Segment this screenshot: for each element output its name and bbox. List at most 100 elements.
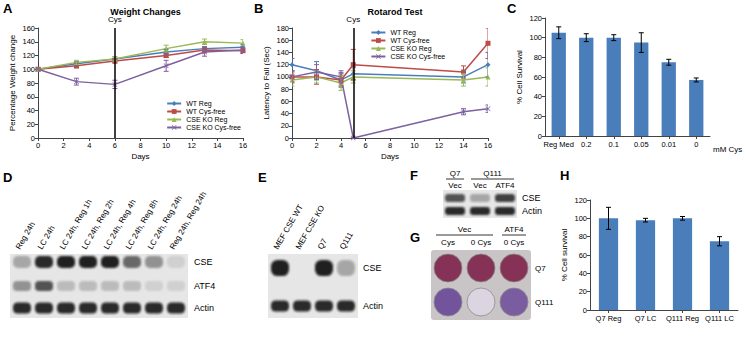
- svg-text:60: 60: [281, 97, 289, 106]
- svg-text:16: 16: [484, 141, 492, 150]
- svg-text:WT Reg: WT Reg: [390, 29, 416, 37]
- svg-text:ATF4: ATF4: [496, 181, 516, 190]
- svg-text:60: 60: [27, 92, 35, 101]
- svg-text:Reg 24h: Reg 24h: [14, 220, 37, 251]
- svg-text:Q7 Reg: Q7 Reg: [596, 314, 622, 323]
- svg-text:Latency to Fall (Sec): Latency to Fall (Sec): [262, 46, 271, 120]
- svg-text:C: C: [507, 1, 517, 16]
- svg-text:Vec: Vec: [473, 181, 486, 190]
- svg-text:80: 80: [579, 232, 587, 241]
- svg-text:Days: Days: [381, 152, 399, 161]
- svg-text:0.2: 0.2: [581, 140, 591, 149]
- svg-text:4: 4: [87, 141, 91, 150]
- svg-text:Q111: Q111: [338, 230, 355, 251]
- svg-text:0: 0: [285, 134, 289, 143]
- svg-text:6: 6: [363, 141, 367, 150]
- svg-text:8: 8: [138, 141, 142, 150]
- svg-text:0: 0: [31, 134, 35, 143]
- svg-text:CSE: CSE: [363, 263, 382, 273]
- svg-text:mM Cys: mM Cys: [713, 145, 742, 154]
- svg-text:180: 180: [276, 24, 289, 33]
- svg-text:40: 40: [27, 106, 35, 115]
- svg-text:Vec: Vec: [448, 181, 461, 190]
- svg-text:Reg 24h, Reg 24h: Reg 24h, Reg 24h: [168, 190, 208, 251]
- svg-text:100: 100: [529, 33, 542, 42]
- svg-text:Vec: Vec: [458, 225, 471, 234]
- svg-text:20: 20: [281, 121, 289, 130]
- svg-text:120: 120: [22, 51, 35, 60]
- svg-text:80: 80: [27, 79, 35, 88]
- svg-text:Q111: Q111: [483, 169, 502, 178]
- svg-text:Rotarod Test: Rotarod Test: [368, 7, 423, 17]
- svg-text:140: 140: [22, 37, 35, 46]
- svg-text:10: 10: [410, 141, 418, 150]
- svg-text:40: 40: [579, 269, 587, 278]
- svg-text:60: 60: [579, 251, 587, 260]
- svg-text:160: 160: [22, 24, 35, 33]
- svg-text:16: 16: [239, 141, 247, 150]
- svg-text:Actin: Actin: [522, 206, 542, 216]
- svg-text:100: 100: [276, 72, 289, 81]
- svg-text:WT Cys-free: WT Cys-free: [186, 108, 225, 116]
- svg-text:80: 80: [534, 53, 542, 62]
- svg-text:Reg Med: Reg Med: [544, 140, 574, 149]
- svg-text:0.05: 0.05: [634, 140, 649, 149]
- svg-text:14: 14: [459, 141, 467, 150]
- svg-text:F: F: [410, 168, 418, 183]
- svg-text:100: 100: [22, 65, 35, 74]
- svg-text:140: 140: [276, 48, 289, 57]
- svg-text:WT Cys-free: WT Cys-free: [390, 37, 429, 45]
- svg-text:ATF4: ATF4: [505, 225, 525, 234]
- svg-text:0.01: 0.01: [661, 140, 676, 149]
- svg-text:% Cell survival: % Cell survival: [560, 229, 569, 282]
- svg-text:Q111: Q111: [535, 298, 554, 307]
- svg-text:0 Cys: 0 Cys: [471, 238, 491, 247]
- svg-text:CSE KO Reg: CSE KO Reg: [186, 116, 227, 124]
- svg-text:100: 100: [574, 214, 587, 223]
- svg-text:12: 12: [188, 141, 196, 150]
- svg-text:Percentage Weight change: Percentage Weight change: [8, 34, 17, 131]
- svg-text:CSE: CSE: [194, 257, 213, 267]
- svg-text:Q111 Reg: Q111 Reg: [666, 314, 699, 323]
- svg-text:H: H: [560, 168, 569, 183]
- svg-text:20: 20: [534, 112, 542, 121]
- svg-text:CSE: CSE: [522, 193, 541, 203]
- svg-text:Actin: Actin: [363, 301, 383, 311]
- svg-text:CSE KO Cys-free: CSE KO Cys-free: [390, 53, 445, 61]
- svg-text:LC 24h: LC 24h: [36, 224, 57, 251]
- svg-text:6: 6: [113, 141, 117, 150]
- svg-text:Q7: Q7: [450, 169, 461, 178]
- svg-text:Q7: Q7: [316, 237, 329, 251]
- svg-text:160: 160: [276, 36, 289, 45]
- svg-text:Days: Days: [131, 152, 149, 161]
- svg-text:Q7: Q7: [535, 264, 546, 273]
- svg-text:% Cell Survival: % Cell Survival: [515, 50, 524, 104]
- svg-text:0.1: 0.1: [609, 140, 619, 149]
- svg-text:CSE KO Cys-free: CSE KO Cys-free: [186, 124, 241, 132]
- svg-text:Cys: Cys: [441, 238, 455, 247]
- svg-text:Cys: Cys: [346, 15, 360, 24]
- svg-text:20: 20: [27, 120, 35, 129]
- svg-text:40: 40: [281, 109, 289, 118]
- svg-text:120: 120: [276, 60, 289, 69]
- svg-text:0 Cys: 0 Cys: [504, 238, 524, 247]
- svg-text:80: 80: [281, 85, 289, 94]
- svg-text:10: 10: [162, 141, 170, 150]
- svg-text:E: E: [258, 170, 267, 185]
- svg-text:Actin: Actin: [194, 303, 214, 313]
- svg-text:4: 4: [339, 141, 343, 150]
- svg-text:ATF4: ATF4: [194, 281, 215, 291]
- svg-text:Q7 LC: Q7 LC: [635, 314, 657, 323]
- svg-text:20: 20: [579, 287, 587, 296]
- svg-text:14: 14: [213, 141, 221, 150]
- svg-text:B: B: [254, 1, 263, 16]
- svg-text:0: 0: [538, 132, 542, 141]
- svg-text:120: 120: [574, 196, 587, 205]
- svg-text:8: 8: [388, 141, 392, 150]
- svg-text:2: 2: [62, 141, 66, 150]
- svg-text:12: 12: [435, 141, 443, 150]
- svg-text:2: 2: [314, 141, 318, 150]
- svg-text:120: 120: [529, 14, 542, 23]
- svg-text:WT Reg: WT Reg: [186, 100, 212, 108]
- svg-text:D: D: [3, 170, 12, 185]
